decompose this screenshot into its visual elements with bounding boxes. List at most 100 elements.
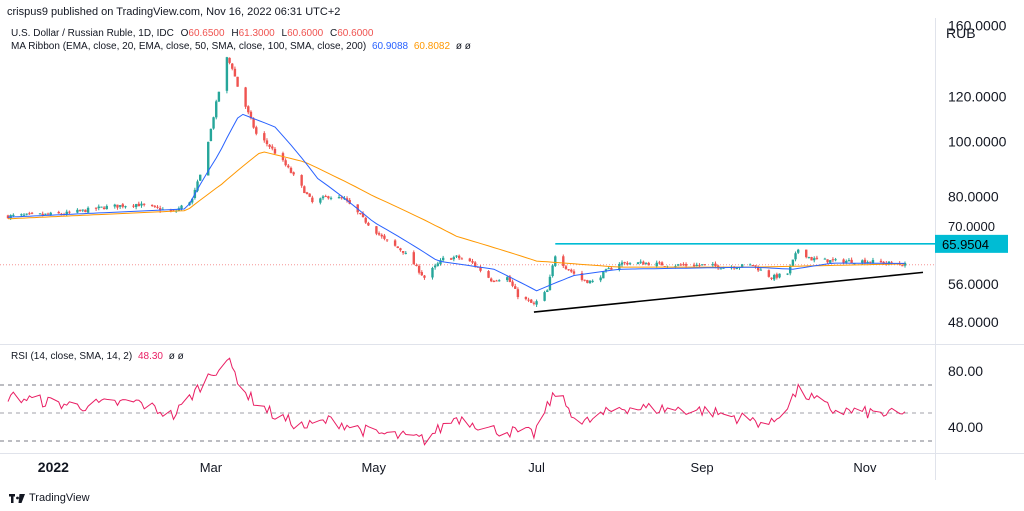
candle-body (767, 270, 771, 277)
candle-body (303, 186, 306, 194)
candle-body (81, 209, 84, 211)
candle-body (212, 117, 215, 129)
candle-body (121, 204, 124, 207)
candle-body (364, 217, 367, 223)
candle-body (524, 296, 528, 300)
candle-body (289, 167, 293, 173)
time-axis-label: Sep (691, 460, 714, 475)
time-axis-label: Nov (853, 460, 877, 475)
candle-body (209, 128, 213, 142)
candle-body (834, 259, 837, 261)
candle-body (436, 263, 440, 266)
candle-body (770, 277, 773, 279)
candle-body (46, 213, 50, 215)
candle-body (118, 205, 122, 207)
candle-body (142, 203, 146, 205)
candle-body (255, 127, 258, 134)
candle-body (692, 264, 696, 267)
candle-body (863, 259, 867, 263)
candle-body (791, 259, 795, 266)
candle-body (252, 118, 255, 128)
candle-body (319, 198, 322, 203)
candle-body (655, 262, 658, 267)
candle-body (199, 174, 202, 181)
time-axis-label: Mar (200, 460, 223, 475)
candle-body (367, 222, 370, 226)
candle-body (714, 263, 717, 267)
candle-body (132, 205, 135, 207)
candle-body (479, 267, 482, 271)
candle-body (156, 206, 159, 208)
candle-body (530, 299, 533, 303)
candle-body (700, 264, 704, 266)
candle-body (124, 206, 127, 208)
candle-body (233, 68, 237, 77)
candle-body (514, 286, 517, 289)
candle-body (527, 299, 530, 301)
price-axis-label: 56.0000 (948, 276, 999, 292)
candle-body (610, 268, 613, 270)
candle-body (231, 63, 234, 69)
footer-brand-label: TradingView (29, 492, 90, 504)
candle-body (554, 256, 557, 266)
candle-body (866, 261, 869, 264)
candle-body (86, 207, 90, 213)
candle-body (778, 273, 781, 278)
close-value: 60.6000 (337, 28, 374, 39)
chart-canvas[interactable]: 160.0000 120.0000 100.0000 80.0000 56.0000 48… (0, 0, 1024, 490)
candle-body (628, 263, 632, 265)
candle-body (845, 261, 848, 263)
candle-body (158, 208, 162, 211)
candle-body (751, 265, 755, 267)
candle-body (831, 259, 835, 261)
candle-body (591, 280, 594, 282)
candle-body (492, 280, 496, 282)
candle-body (20, 214, 23, 216)
candle-body (449, 258, 453, 260)
time-axis-label: May (361, 460, 386, 475)
candle-body (660, 262, 664, 266)
candle-body (207, 141, 210, 176)
ma-ribbon-rest: ø ø (455, 41, 471, 52)
publish-info: crispus9 published on TradingView.com, N… (7, 6, 341, 18)
candle-body (113, 204, 116, 207)
price-axis-label: 48.0000 (948, 314, 999, 330)
ma-ribbon-legend: MA Ribbon (EMA, close, 20, EMA, close, 5… (11, 41, 471, 52)
price-axis-label: 120.0000 (948, 88, 1007, 104)
candle-body (682, 264, 685, 266)
candle-body (829, 260, 832, 263)
candle-body (300, 175, 303, 186)
rsi-line (7, 357, 906, 446)
candle-body (562, 256, 565, 266)
candle-body (41, 213, 44, 216)
candle-body (439, 260, 442, 265)
candle-body (847, 260, 851, 262)
candle-body (869, 261, 872, 263)
footer-brand[interactable]: TradingView (9, 492, 90, 504)
candle-body (535, 301, 538, 305)
candle-body (169, 209, 173, 212)
low-label: L (281, 28, 288, 39)
high-label: H (231, 28, 239, 39)
candle-body (871, 260, 875, 264)
candle-body (321, 196, 325, 199)
candle-body (532, 302, 536, 304)
symbol-name: U.S. Dollar / Russian Ruble, 1D, IDC (11, 28, 174, 39)
candle-body (498, 280, 501, 282)
ascending-trendline[interactable] (533, 271, 924, 313)
candle-body (490, 278, 493, 282)
candle-body (393, 240, 397, 246)
candle-body (879, 260, 883, 263)
candle-body (247, 106, 250, 113)
candle-body (196, 181, 199, 191)
candle-body (455, 255, 458, 257)
symbol-legend: U.S. Dollar / Russian Ruble, 1D, IDC O60… (11, 28, 373, 39)
price-axis-label: 80.0000 (948, 188, 999, 204)
candle-body (543, 292, 546, 301)
candle-body (22, 214, 26, 216)
tradingview-logo-icon (9, 493, 25, 503)
candle-body (265, 140, 269, 145)
candle-body (311, 197, 314, 203)
candle-body (134, 204, 138, 208)
candle-body (890, 262, 893, 264)
